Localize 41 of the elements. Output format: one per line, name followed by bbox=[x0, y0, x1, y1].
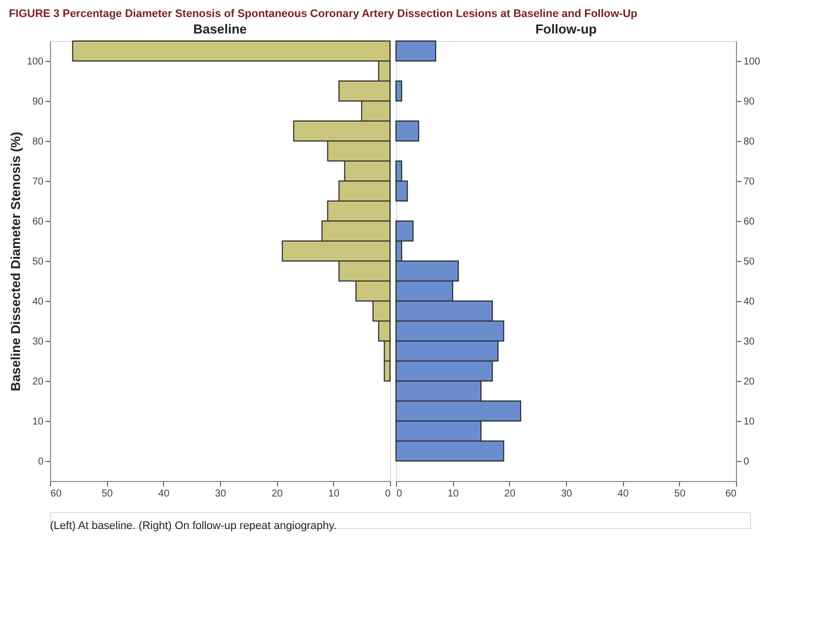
y-tick-label: 50 bbox=[32, 256, 44, 268]
x-tick-label: 30 bbox=[560, 488, 572, 500]
x-tick-label: 0 bbox=[396, 488, 402, 500]
y-tick-label: 20 bbox=[744, 376, 756, 388]
x-tick-label: 20 bbox=[272, 488, 284, 500]
y-tick-label: 60 bbox=[32, 216, 44, 228]
x-tick-label: 60 bbox=[725, 488, 737, 500]
x-tick-label: 40 bbox=[158, 488, 170, 500]
y-tick-label: 20 bbox=[32, 376, 44, 388]
y-tick-label: 90 bbox=[744, 96, 756, 108]
x-tick-label: 50 bbox=[674, 488, 686, 500]
x-tick-label: 0 bbox=[384, 488, 391, 500]
y-tick-label: 70 bbox=[32, 176, 44, 188]
y-tick-label: 10 bbox=[744, 416, 756, 428]
y-tick-label: 80 bbox=[32, 136, 44, 148]
chart-subtitle: Baseline bbox=[193, 22, 247, 36]
y-tick-label: 70 bbox=[744, 176, 756, 188]
x-tick-label: 20 bbox=[504, 488, 516, 500]
x-tick-label: 30 bbox=[214, 488, 226, 500]
y-axis-title: Baseline Dissected Diameter Stenosis (%) bbox=[8, 132, 23, 392]
x-tick-label: 10 bbox=[328, 488, 340, 500]
y-tick-label: 0 bbox=[744, 456, 750, 468]
chart-title: FIGURE 3 Percentage Diameter Stenosis of Spontaneous Coronary Artery Dissection Lesions at Baseline and Follow-Up bbox=[8, 8, 638, 20]
y-tick-label: 40 bbox=[744, 296, 756, 308]
y-tick-label: 10 bbox=[32, 416, 44, 428]
y-tick-label: 100 bbox=[26, 56, 44, 68]
y-tick-label: 0 bbox=[38, 456, 44, 468]
x-tick-label: 40 bbox=[618, 488, 630, 500]
y-tick-label: 50 bbox=[744, 256, 756, 268]
y-tick-label: 40 bbox=[32, 296, 44, 308]
x-tick-label: 10 bbox=[448, 488, 460, 500]
y-tick-label: 100 bbox=[744, 56, 761, 68]
x-tick-label: 50 bbox=[102, 488, 114, 500]
y-tick-label: 30 bbox=[32, 336, 44, 348]
chart-subtitle: Follow-up bbox=[535, 22, 597, 36]
y-tick-label: 60 bbox=[744, 216, 756, 228]
y-tick-label: 90 bbox=[32, 96, 44, 108]
x-tick-label: 60 bbox=[50, 488, 62, 500]
y-tick-label: 80 bbox=[744, 136, 756, 148]
y-tick-label: 30 bbox=[744, 336, 756, 348]
text: (Left) At baseline. (Right) On follow-up repeat angiography. bbox=[50, 520, 337, 532]
